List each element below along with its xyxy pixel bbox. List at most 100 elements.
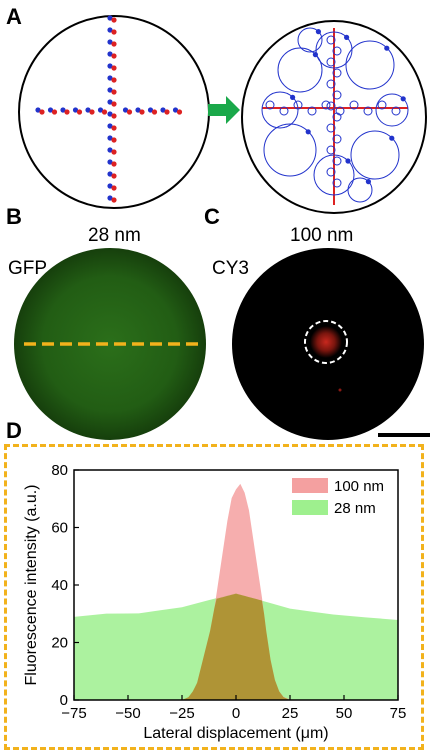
particle-blue bbox=[147, 107, 154, 113]
particle-blue bbox=[107, 75, 113, 81]
trajectory-coil bbox=[332, 178, 342, 188]
trajectory-loop bbox=[263, 123, 317, 177]
particle-red bbox=[111, 185, 117, 191]
particle-red bbox=[111, 65, 117, 71]
trajectory-loop bbox=[350, 130, 400, 180]
trajectory-coil bbox=[326, 35, 336, 45]
particle-red bbox=[111, 113, 117, 119]
trajectory-coil bbox=[326, 145, 336, 155]
overlap-area bbox=[182, 593, 290, 700]
legend-swatch bbox=[292, 500, 328, 515]
roi-circle bbox=[304, 320, 348, 364]
panel-b-channel-label: GFP bbox=[8, 258, 48, 279]
particle-blue bbox=[344, 34, 350, 41]
trajectory-coil bbox=[326, 167, 336, 177]
legend-swatch bbox=[292, 478, 328, 493]
gfp-micrograph bbox=[14, 248, 206, 440]
particle-red bbox=[64, 109, 70, 115]
particle-blue bbox=[107, 39, 113, 45]
trajectory-coil bbox=[335, 106, 345, 116]
particle-red bbox=[101, 109, 108, 115]
trajectory-coil bbox=[321, 100, 331, 110]
particle-blue bbox=[290, 94, 296, 100]
particle-blue bbox=[389, 135, 395, 141]
particle-blue bbox=[107, 99, 113, 105]
trajectory-lines bbox=[261, 27, 409, 205]
panel-a-letter: A bbox=[6, 4, 22, 29]
particle-blue bbox=[384, 45, 390, 51]
particle-blue bbox=[107, 183, 113, 189]
trajectory-coil bbox=[332, 68, 342, 78]
panel-b-letter: B bbox=[6, 204, 22, 229]
x-tick-label: −25 bbox=[169, 705, 194, 722]
particle-red bbox=[111, 89, 117, 95]
particle-red bbox=[111, 41, 117, 47]
legend-label: 28 nm bbox=[334, 500, 376, 517]
x-tick-label: −50 bbox=[115, 705, 140, 722]
particle-blue bbox=[107, 63, 113, 69]
particle-blue bbox=[60, 107, 66, 113]
y-tick-label: 60 bbox=[51, 520, 68, 537]
x-tick-label: 50 bbox=[336, 705, 353, 722]
panel-c-letter: C bbox=[204, 204, 220, 229]
ellipse-after bbox=[241, 20, 427, 214]
trajectory-loop bbox=[277, 47, 323, 93]
particle-blue bbox=[72, 107, 79, 113]
trajectory-coil bbox=[279, 106, 289, 116]
trajectory-coil bbox=[326, 123, 336, 133]
particle-red bbox=[176, 109, 183, 115]
y-tick-label: 20 bbox=[51, 635, 68, 652]
particle-red bbox=[89, 109, 95, 115]
particle-blue bbox=[107, 111, 113, 117]
x-tick-label: −75 bbox=[61, 705, 86, 722]
trajectory-coil bbox=[363, 106, 373, 116]
y-tick-label: 40 bbox=[51, 577, 68, 594]
trajectory-coil bbox=[265, 100, 275, 110]
gfp-field bbox=[14, 248, 206, 440]
particle-red bbox=[111, 161, 117, 167]
particle-blue bbox=[172, 107, 179, 113]
trajectory-coil bbox=[326, 57, 336, 67]
trajectory-coil bbox=[332, 134, 342, 144]
particle-red bbox=[111, 173, 117, 179]
particle-red bbox=[39, 109, 45, 115]
particle-red bbox=[139, 109, 145, 115]
y-axis-label: Fluorescence intensity (a.u.) bbox=[23, 485, 40, 686]
cy3-spot bbox=[310, 326, 342, 358]
particle-blue bbox=[107, 123, 113, 129]
legend-label: 100 nm bbox=[334, 478, 384, 495]
particle-red bbox=[111, 29, 117, 35]
particle-blue bbox=[35, 107, 41, 113]
trajectory-coil bbox=[391, 106, 401, 116]
particle-blue bbox=[85, 107, 91, 113]
particle-blue bbox=[107, 27, 113, 33]
particle-blue bbox=[122, 107, 129, 113]
particle-red bbox=[126, 109, 133, 115]
panel-a-illustration bbox=[18, 15, 427, 214]
trajectory-loop bbox=[313, 154, 355, 196]
trajectory-coil bbox=[293, 100, 303, 110]
particle-red bbox=[111, 17, 117, 23]
trajectory-coil bbox=[307, 106, 317, 116]
x-tick-label: 75 bbox=[390, 705, 407, 722]
y-tick-label: 80 bbox=[51, 462, 68, 479]
particle-red bbox=[51, 109, 58, 115]
particle-blue bbox=[365, 179, 371, 185]
particle-red bbox=[111, 197, 117, 203]
trajectory-loop bbox=[297, 27, 323, 53]
cross-particles-before bbox=[35, 15, 183, 203]
scale-bar bbox=[378, 433, 430, 437]
particle-red bbox=[76, 109, 83, 115]
particle-red bbox=[111, 53, 117, 59]
particle-blue bbox=[315, 29, 321, 35]
particle-blue bbox=[135, 107, 141, 113]
particle-blue bbox=[107, 135, 113, 141]
trajectory-coil bbox=[349, 100, 359, 110]
particle-red bbox=[111, 149, 117, 155]
y-tick-label: 0 bbox=[60, 692, 68, 709]
particle-red bbox=[164, 109, 170, 115]
particle-blue bbox=[107, 147, 113, 153]
trajectory-coil bbox=[326, 79, 336, 89]
particle-blue bbox=[107, 87, 113, 93]
cy3-micrograph bbox=[232, 248, 424, 440]
